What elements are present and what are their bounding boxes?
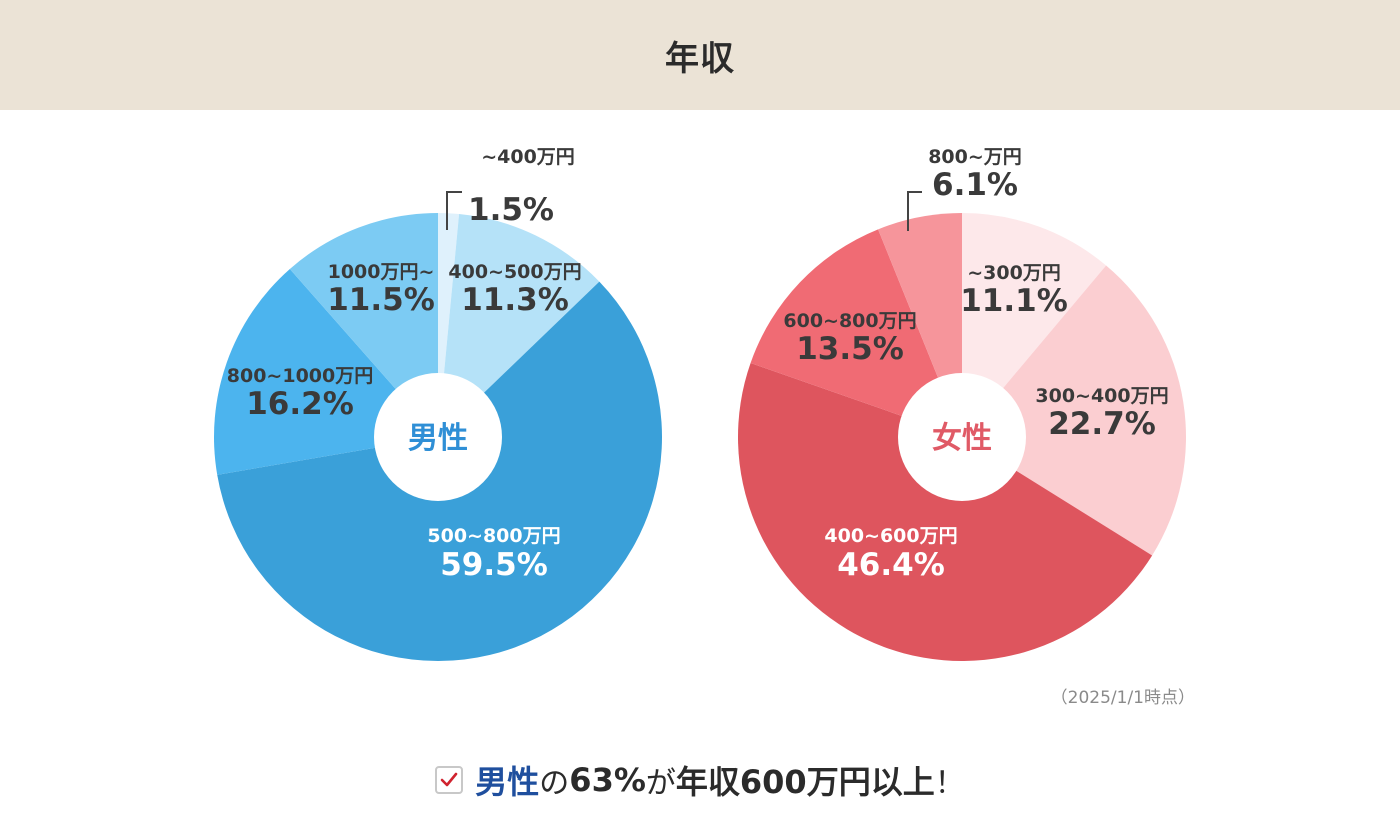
male-slice-label-2: 500~800万円	[427, 525, 560, 547]
female-slice-3	[750, 229, 962, 437]
male-slice-label-3: 800~1000万円	[227, 365, 373, 387]
male-slice-value-1: 11.3%	[461, 282, 569, 318]
summary-particle2: が	[645, 766, 676, 801]
female-slice-value-0: 11.1%	[960, 283, 1068, 319]
male-center-hole	[374, 373, 502, 501]
summary-statement: 年収600万円以上	[675, 763, 935, 801]
female-callout-line	[907, 191, 922, 231]
male-slice-4	[289, 213, 438, 437]
female-slice-value-4: 6.1%	[932, 167, 1018, 203]
page-header: 年収	[0, 0, 1400, 110]
page-title: 年収	[665, 38, 735, 79]
female-slice-0	[962, 213, 1107, 437]
male-slice-value-3: 16.2%	[246, 386, 354, 422]
female-slice-value-1: 22.7%	[1048, 406, 1156, 442]
male-slice-label-4: 1000万円~	[328, 261, 435, 283]
female-slice-label-3: 600~800万円	[783, 310, 916, 332]
female-slice-label-2: 400~600万円	[824, 525, 957, 547]
female-slice-value-3: 13.5%	[796, 331, 904, 367]
check-icon	[435, 766, 464, 794]
as-of-date: （2025/1/1時点）	[1050, 688, 1195, 708]
female-slice-label-0: ~300万円	[967, 262, 1061, 284]
summary-particle: の	[539, 766, 570, 801]
female-slice-label-4: 800~万円	[928, 146, 1022, 168]
summary-subject: 男性	[475, 763, 540, 801]
summary-percent: 63%	[569, 761, 646, 799]
male-slice-label-0: ~400万円	[481, 146, 575, 168]
male-center-label: 男性	[408, 421, 468, 456]
summary-line: 男性 の 63% が 年収600万円以上 ！	[0, 752, 1400, 808]
male-slice-label-1: 400~500万円	[448, 261, 581, 283]
female-slice-2	[738, 362, 1153, 661]
male-callout-line	[446, 191, 462, 230]
female-slice-1	[962, 265, 1186, 556]
summary-exclaim: ！	[934, 766, 965, 801]
female-slice-value-2: 46.4%	[837, 547, 945, 583]
male-slice-value-4: 11.5%	[327, 282, 435, 318]
female-center-hole	[898, 373, 1026, 501]
female-center-label: 女性	[932, 421, 992, 456]
male-slice-1	[438, 213, 600, 437]
female-slice-label-1: 300~400万円	[1035, 385, 1168, 407]
male-slice-value-2: 59.5%	[440, 547, 548, 583]
male-slice-value-0: 1.5%	[468, 192, 554, 228]
